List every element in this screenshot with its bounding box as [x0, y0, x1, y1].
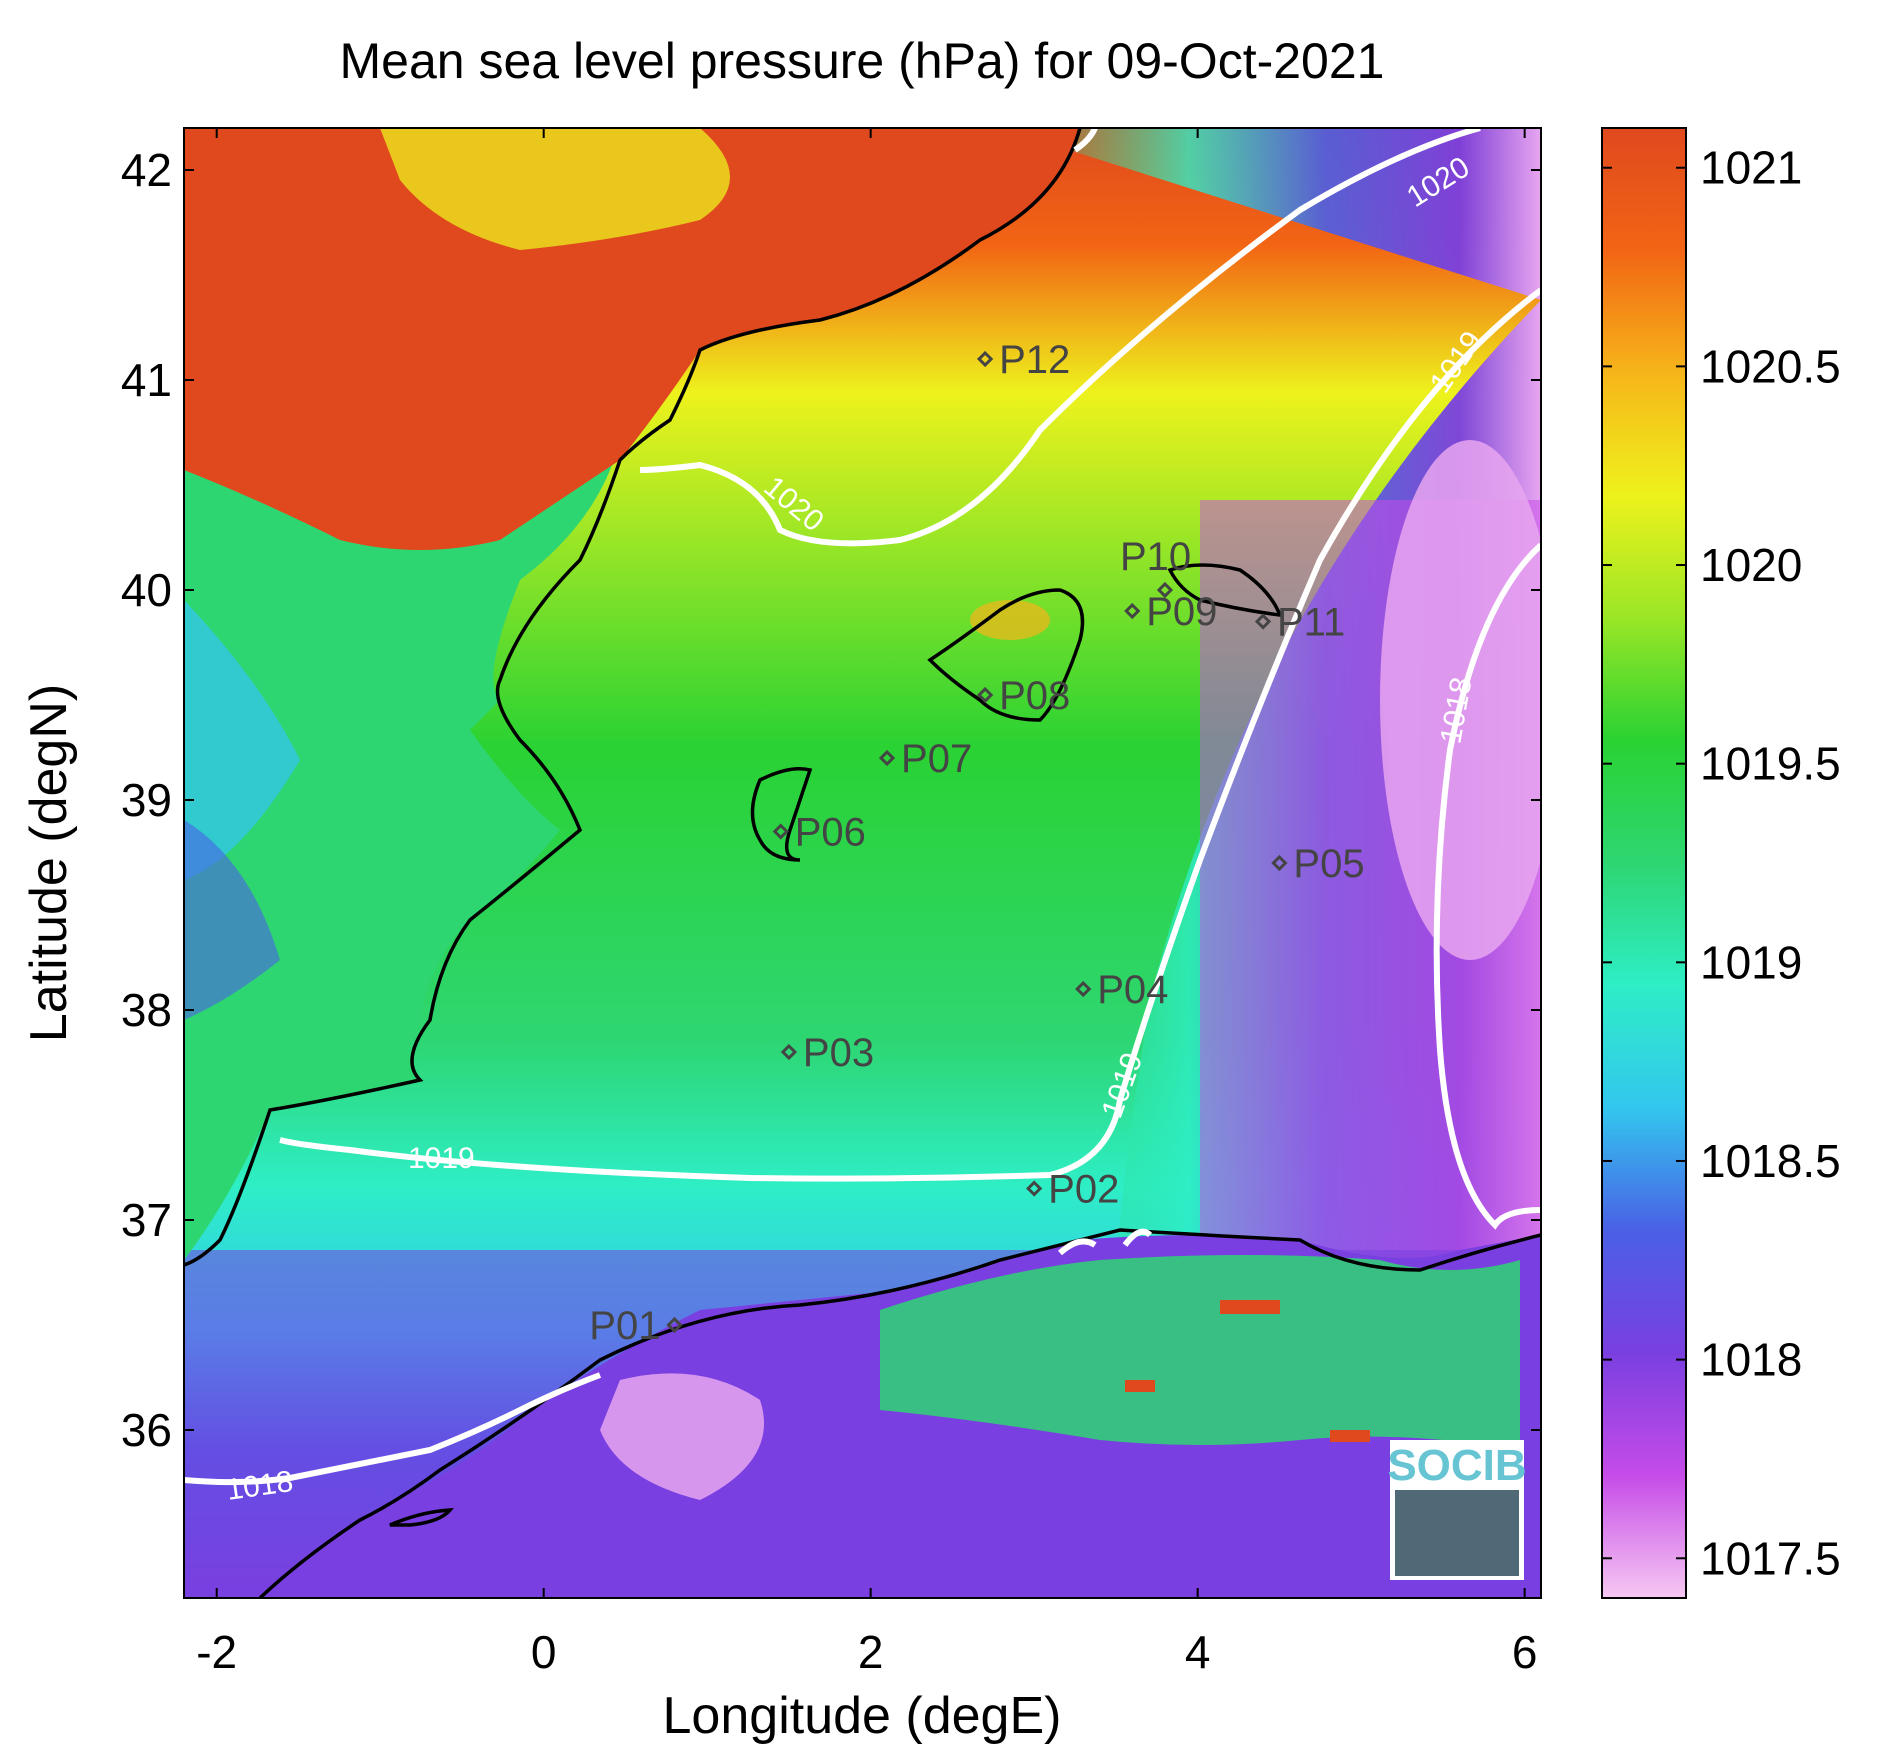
- station-label: P06: [795, 811, 866, 855]
- africa-hot-spot-3: [1125, 1380, 1155, 1392]
- y-tick-label: 42: [121, 144, 172, 196]
- menorca-coast: [1167, 563, 1283, 618]
- colorbar-tick-label: 1018.5: [1700, 1135, 1841, 1187]
- logo-text: SOCIB: [1387, 1441, 1526, 1490]
- pressure-field: 1020 1020 1019 1019 1019 1018 1018 P01P0…: [184, 128, 1541, 1598]
- y-tick-label: 39: [121, 774, 172, 826]
- contour-label: 1019: [408, 1142, 475, 1175]
- station-label: P05: [1293, 842, 1364, 886]
- y-tick-label: 41: [121, 354, 172, 406]
- africa-pink: [600, 1373, 764, 1500]
- colorbar-tick-label: 1019.5: [1700, 738, 1841, 790]
- iberia-sw-blue: [184, 820, 280, 1020]
- iberia-coast: [184, 128, 1082, 1267]
- station-marker: [976, 350, 994, 368]
- isobar-1018-east: [1433, 542, 1541, 1230]
- station-label: P09: [1146, 590, 1217, 634]
- y-tick-label: 36: [121, 1404, 172, 1456]
- x-tick-label: 6: [1512, 1626, 1538, 1678]
- mallorca-warm: [970, 600, 1050, 640]
- station-label: P12: [999, 338, 1070, 382]
- africa-hot-spot-2: [1330, 1430, 1370, 1442]
- station-marker: [1124, 602, 1141, 620]
- africa-hot-spot: [1220, 1300, 1280, 1314]
- mallorca-coast: [927, 588, 1085, 722]
- station-label: P02: [1048, 1168, 1119, 1212]
- isobar-blip-2: [1122, 1228, 1153, 1247]
- y-axis: 36 37 38 39 40 41 42: [121, 144, 1541, 1456]
- y-axis-label: Latitude (degN): [20, 684, 78, 1042]
- map-frame: [183, 127, 1542, 1599]
- station-marker: [666, 1316, 683, 1334]
- ibiza-coast: [750, 767, 813, 862]
- station-marker: [878, 749, 896, 767]
- station-marker: [772, 823, 789, 840]
- colorbar-tick-label: 1018: [1700, 1334, 1802, 1386]
- station-marker: [780, 1043, 798, 1061]
- iberia-high: [184, 128, 1080, 550]
- colorbar-tick-label: 1020.5: [1700, 340, 1841, 392]
- isobar-1020-stub: [1073, 128, 1098, 153]
- colorbar-tick-label: 1021: [1700, 142, 1802, 194]
- chart-title: Mean sea level pressure (hPa) for 09-Oct…: [340, 33, 1385, 89]
- x-tick-label: 4: [1185, 1626, 1211, 1678]
- colorbar-scale: [1601, 127, 1687, 1599]
- station-marker: [1075, 980, 1092, 998]
- station-marker: [1271, 854, 1288, 872]
- isobar-1018-south: [184, 1372, 602, 1486]
- isobars: [184, 128, 1541, 1486]
- iberia-plateau: [380, 128, 730, 250]
- colorbar-ticks: 1017.5 1018 1018.5 1019 1019.5 1020 1020.5 1021: [1602, 142, 1841, 1584]
- isobar-1019: [279, 287, 1541, 1182]
- station-marker: [1156, 581, 1174, 599]
- station-label: P10: [1120, 535, 1191, 579]
- x-axis: -2 0 2 4 6: [196, 128, 1537, 1678]
- iberia-se-blue: [184, 600, 300, 880]
- x-tick-label: 0: [531, 1626, 557, 1678]
- colorbar: 1017.5 1018 1018.5 1019 1019.5 1020 1020.5 1021: [1601, 127, 1841, 1599]
- colorbar-tick-label: 1019: [1700, 936, 1802, 988]
- colorbar-tick-label: 1020: [1700, 539, 1802, 591]
- isobar-blip-1: [1057, 1238, 1097, 1256]
- coastlines: [184, 128, 1541, 1598]
- station-label: P04: [1097, 968, 1168, 1012]
- station-label: P08: [999, 674, 1070, 718]
- africa-green: [880, 1255, 1520, 1450]
- station-markers: P01 P02 P03 P04 P05 P06 P07 P08 P09 P10 P11 P12: [589, 338, 1364, 1348]
- x-tick-label: 2: [858, 1626, 884, 1678]
- y-tick-label: 40: [121, 564, 172, 616]
- x-tick-label: -2: [196, 1626, 237, 1678]
- africa-coast: [258, 1228, 1541, 1598]
- logo-panel: [1395, 1490, 1519, 1576]
- y-tick-label: 38: [121, 984, 172, 1036]
- station-marker: [976, 686, 994, 704]
- y-tick-label: 37: [121, 1194, 172, 1246]
- x-axis-label: Longitude (degE): [663, 1687, 1062, 1745]
- station-marker: [1026, 1180, 1043, 1197]
- station-label: P01: [589, 1304, 660, 1348]
- socib-logo: SOCIB: [1387, 1440, 1527, 1580]
- station-label: P03: [803, 1031, 874, 1075]
- station-label: P07: [901, 737, 972, 781]
- coast-fragment: [389, 1507, 454, 1527]
- colorbar-tick-label: 1017.5: [1700, 1532, 1841, 1584]
- station-marker: [1254, 613, 1272, 630]
- station-label: P11: [1277, 601, 1345, 645]
- isobar-1020-north: [639, 128, 1481, 547]
